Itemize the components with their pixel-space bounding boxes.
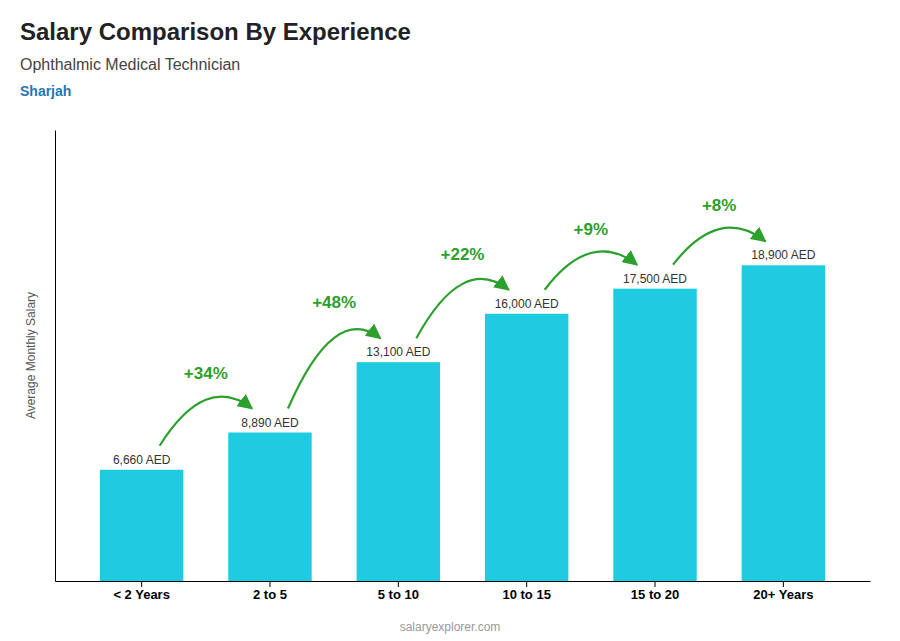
data-label: 8,890 AED <box>241 416 299 430</box>
y-axis-title: Average Monthly Salary <box>24 292 38 419</box>
change-label: +48% <box>312 293 356 312</box>
x-axis: < 2 Years 2 to 5 5 to 10 10 to 15 15 to 20 20… <box>56 581 871 602</box>
change-arrow <box>673 228 765 265</box>
x-tick-mark <box>269 581 270 587</box>
change-arrow <box>160 397 252 446</box>
x-tick-label: 20+ Years <box>753 587 813 602</box>
data-label: 18,900 AED <box>751 248 815 262</box>
x-tick: 5 to 10 <box>378 581 419 602</box>
change-arrow <box>288 329 380 408</box>
data-label: 6,660 AED <box>113 453 171 467</box>
x-tick: 10 to 15 <box>502 581 550 602</box>
bar <box>613 289 696 581</box>
x-tick-label: 2 to 5 <box>253 587 287 602</box>
chart: Salary Comparison By Experience Ophthalmi… <box>0 0 900 641</box>
x-tick: 20+ Years <box>753 581 813 602</box>
plot-area <box>100 265 825 581</box>
change-arrow <box>545 251 637 289</box>
x-tick: 2 to 5 <box>253 581 287 602</box>
x-tick: 15 to 20 <box>631 581 679 602</box>
subtitle: Ophthalmic Medical Technician <box>20 56 240 73</box>
bar <box>485 314 568 581</box>
change-label: +8% <box>702 196 737 215</box>
x-tick-mark <box>398 581 399 587</box>
change-label: +9% <box>574 220 609 239</box>
data-label: 13,100 AED <box>366 345 430 359</box>
change-label: +22% <box>441 245 485 264</box>
y-axis-line <box>55 131 56 582</box>
data-label: 17,500 AED <box>623 272 687 286</box>
watermark: salaryexplorer.com <box>400 620 501 634</box>
bar <box>100 470 183 581</box>
change-annotations: +34% +48% +22% +9% +8% <box>160 196 766 445</box>
data-label: 16,000 AED <box>495 297 559 311</box>
change-arrow <box>416 279 508 338</box>
change-label: +34% <box>184 364 228 383</box>
bar <box>228 433 311 581</box>
bar <box>357 362 440 581</box>
x-tick-label: 5 to 10 <box>378 587 419 602</box>
x-tick-mark <box>783 581 784 587</box>
y-axis <box>55 131 56 582</box>
bar <box>742 265 825 581</box>
data-labels: 6,660 AED 8,890 AED 13,100 AED 16,000 AED 17… <box>113 248 816 466</box>
x-axis-line <box>56 581 871 582</box>
x-tick-label: 10 to 15 <box>502 587 550 602</box>
title: Salary Comparison By Experience <box>20 18 411 45</box>
x-tick-label: < 2 Years <box>113 587 170 602</box>
x-tick-mark <box>655 581 656 587</box>
x-tick: < 2 Years <box>113 581 170 602</box>
x-tick-mark <box>526 581 527 587</box>
x-tick-label: 15 to 20 <box>631 587 679 602</box>
city: Sharjah <box>20 83 71 99</box>
x-tick-mark <box>141 581 142 587</box>
